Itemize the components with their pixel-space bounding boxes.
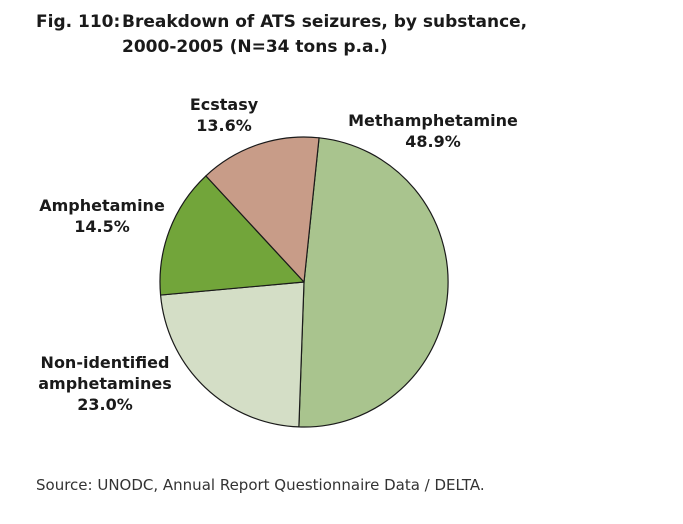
figure-title-text-1: Breakdown of ATS seizures, by substance, [122,12,528,32]
source-note: Source: UNODC, Annual Report Questionnai… [36,476,485,494]
pie-slice-methamphetamine [298,137,449,428]
slice-label-name: Ecstasy [189,95,259,114]
slice-label-methamphetamine: Methamphetamine 48.9% [348,110,518,152]
slice-label-name: Non-identified [40,353,170,372]
pie-slice-non-identified-amphetamines [159,281,305,428]
slice-label-value: 13.6% [196,116,252,135]
figure-title-line-1: Fig. 110: Breakdown of ATS seizures, by s… [36,10,527,35]
slice-label-value: 23.0% [77,395,133,414]
figure-title: Fig. 110: Breakdown of ATS seizures, by s… [36,10,527,60]
slice-label-amphetamine: Amphetamine 14.5% [39,195,165,237]
slice-label-non-identified-amphetamines: Non-identified amphetamines 23.0% [38,352,172,415]
slice-label-value: 48.9% [405,132,461,151]
pie-slice-ecstasy [205,136,320,283]
slice-label-name: Amphetamine [39,196,165,215]
slice-label-name: amphetamines [38,374,172,393]
figure-number: Fig. 110: [36,12,121,32]
figure-title-line-2: 2000-2005 (N=34 tons p.a.) [122,37,388,57]
slice-label-value: 14.5% [74,217,130,236]
slice-label-ecstasy: Ecstasy 13.6% [190,94,258,136]
pie-slice-amphetamine [159,175,305,296]
slice-label-name: Methamphetamine [348,111,518,130]
